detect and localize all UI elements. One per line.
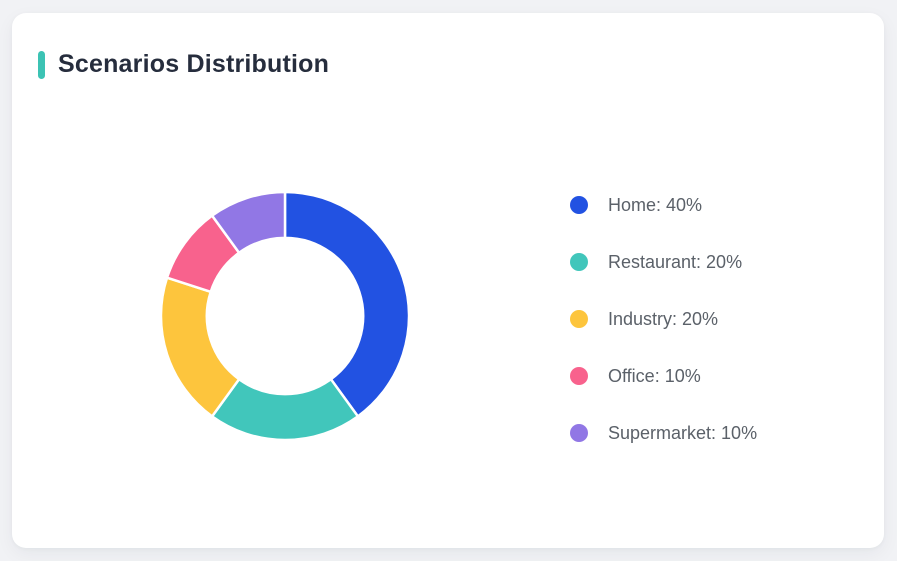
legend-item-home[interactable]: Home: 40% — [570, 193, 757, 217]
legend-dot-office — [570, 367, 588, 385]
legend-item-supermarket[interactable]: Supermarket: 10% — [570, 421, 757, 445]
chart-legend: Home: 40% Restaurant: 20% Industry: 20% Off… — [570, 193, 757, 445]
donut-chart — [159, 190, 411, 442]
legend-dot-home — [570, 196, 588, 214]
legend-label: Office: 10% — [608, 365, 701, 386]
donut-segment-industry[interactable] — [159, 276, 241, 418]
title-accent-bar — [38, 50, 45, 79]
scenarios-distribution-card: Scenarios Distribution Home: 40% Restaura… — [12, 13, 884, 548]
card-header: Scenarios Distribution — [38, 50, 329, 79]
donut-segment-supermarket[interactable] — [210, 190, 287, 255]
donut-segment-home[interactable] — [283, 190, 411, 418]
legend-label: Home: 40% — [608, 194, 703, 215]
legend-label: Supermarket: 10% — [608, 422, 758, 443]
legend-dot-industry — [570, 310, 588, 328]
legend-item-industry[interactable]: Industry: 20% — [570, 307, 757, 331]
legend-label: Industry: 20% — [608, 308, 719, 329]
legend-dot-supermarket — [570, 424, 588, 442]
legend-label: Restaurant: 20% — [608, 251, 743, 272]
legend-dot-restaurant — [570, 253, 588, 271]
legend-item-restaurant[interactable]: Restaurant: 20% — [570, 250, 757, 274]
card-title: Scenarios Distribution — [58, 50, 330, 78]
legend-item-office[interactable]: Office: 10% — [570, 364, 757, 388]
